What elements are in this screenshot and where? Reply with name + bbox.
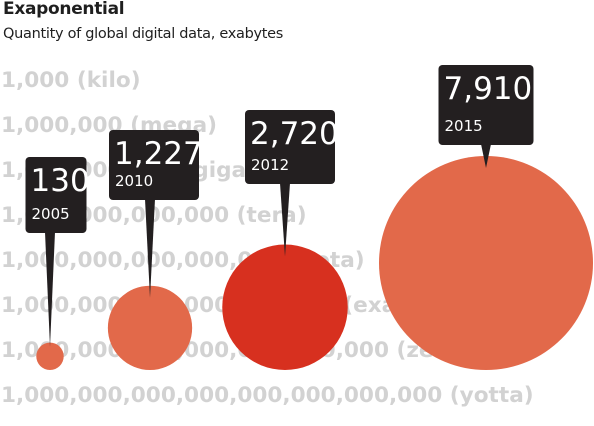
callout-box-2012	[245, 110, 335, 184]
year-label-2010: 2010	[115, 172, 153, 190]
bubble-2010	[107, 285, 193, 370]
year-label-2015: 2015	[445, 117, 483, 135]
callout-pointer-2005	[45, 232, 55, 347]
bubble-2005	[36, 342, 64, 370]
scale-label-1: 1,000 (kilo)	[1, 68, 141, 93]
chart-title: Exaponential	[3, 0, 125, 19]
value-label-2010: 1,227	[114, 136, 203, 172]
callout-box-2010	[109, 130, 199, 200]
value-label-2005: 130	[31, 163, 90, 199]
callout-2015: 7,910 2015	[438, 65, 534, 168]
callout-pointer-2010	[145, 199, 155, 298]
year-label-2005: 2005	[32, 205, 70, 223]
callout-2012: 2,720 2012	[245, 110, 339, 257]
bubble-2015	[379, 156, 593, 370]
callout-box-2015	[438, 65, 534, 145]
year-label-2012: 2012	[251, 156, 289, 174]
callout-box-2005	[25, 157, 87, 233]
value-label-2015: 7,910	[444, 71, 533, 107]
chart-subtitle: Quantity of global digital data, exabyte…	[3, 26, 284, 42]
callout-pointer-2015	[481, 144, 491, 168]
scale-label-8: 1,000,000,000,000,000,000,000,000 (yotta…	[1, 383, 534, 408]
callout-2005: 130 2005	[25, 157, 90, 347]
value-label-2012: 2,720	[250, 116, 339, 152]
callout-pointer-2012	[280, 183, 290, 257]
bubble-2012	[222, 244, 348, 370]
